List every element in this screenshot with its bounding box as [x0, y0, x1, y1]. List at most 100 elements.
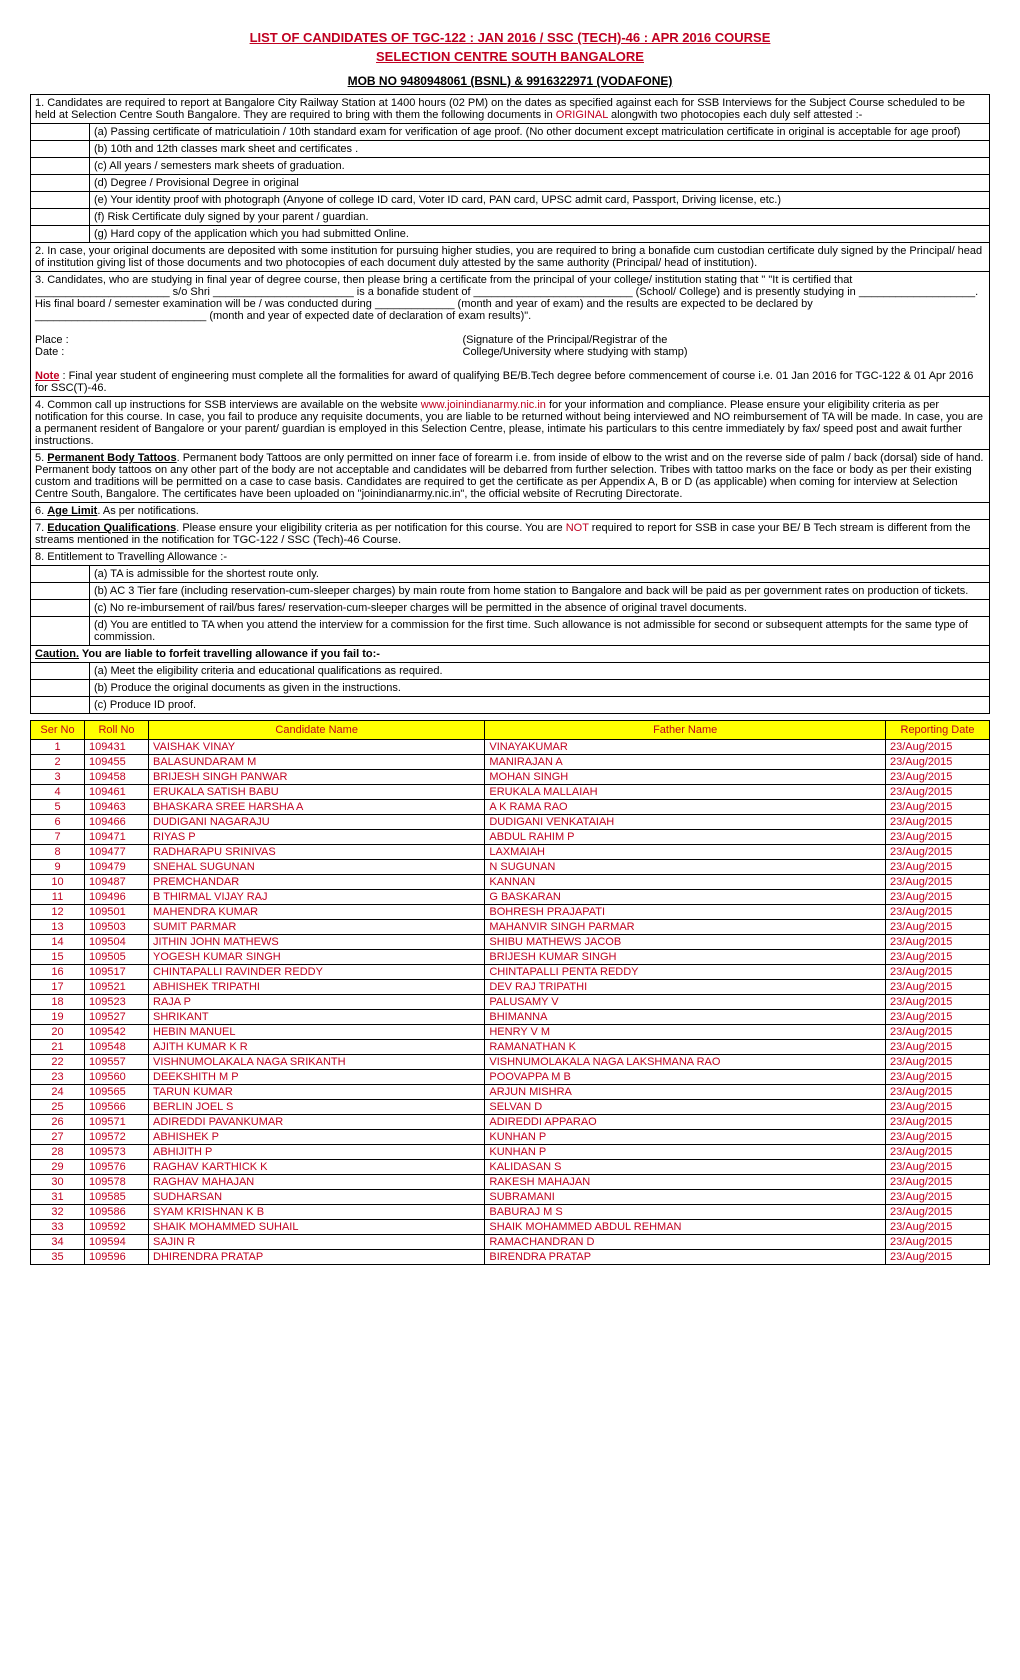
- caution-txt: You are liable to forfeit travelling all…: [79, 648, 380, 660]
- cell-father: SUBRAMANI: [485, 1190, 886, 1205]
- cell-father: BRIJESH KUMAR SINGH: [485, 950, 886, 965]
- cell-roll: 109496: [85, 890, 149, 905]
- cell-roll: 109463: [85, 800, 149, 815]
- table-row: 18109523RAJA PPALUSAMY V23/Aug/2015: [31, 995, 990, 1010]
- cell-cand: CHINTAPALLI RAVINDER REDDY: [149, 965, 485, 980]
- table-row: 5109463BHASKARA SREE HARSHA AA K RAMA RA…: [31, 800, 990, 815]
- instr-7-pre: 7.: [35, 522, 47, 534]
- cell-roll: 109471: [85, 830, 149, 845]
- doc-subtitle: SELECTION CENTRE SOUTH BANGALORE: [30, 49, 990, 64]
- cell-cand: RAJA P: [149, 995, 485, 1010]
- cell-date: 23/Aug/2015: [886, 1220, 990, 1235]
- cell-father: RAKESH MAHAJAN: [485, 1175, 886, 1190]
- note-text: : Final year student of engineering must…: [35, 370, 973, 394]
- instr-6-pre: 6.: [35, 505, 47, 517]
- cell-ser: 32: [31, 1205, 85, 1220]
- cau-a: (a) Meet the eligibility criteria and ed…: [90, 663, 990, 680]
- cell-date: 23/Aug/2015: [886, 1100, 990, 1115]
- cell-father: G BASKARAN: [485, 890, 886, 905]
- table-row: 23109560DEEKSHITH M PPOOVAPPA M B23/Aug/…: [31, 1070, 990, 1085]
- cell-date: 23/Aug/2015: [886, 845, 990, 860]
- table-row: 30109578RAGHAV MAHAJANRAKESH MAHAJAN23/A…: [31, 1175, 990, 1190]
- cell-ser: 34: [31, 1235, 85, 1250]
- sig-line-2: College/University where studying with s…: [463, 346, 986, 358]
- cell-ser: 8: [31, 845, 85, 860]
- cell-date: 23/Aug/2015: [886, 785, 990, 800]
- cell-cand: ABHISHEK P: [149, 1130, 485, 1145]
- cell-date: 23/Aug/2015: [886, 1160, 990, 1175]
- cell-father: ARJUN MISHRA: [485, 1085, 886, 1100]
- cell-roll: 109585: [85, 1190, 149, 1205]
- instr-5: 5. Permanent Body Tattoos. Permanent bod…: [31, 450, 990, 503]
- instr-6-head: Age Limit: [47, 505, 97, 517]
- cell-date: 23/Aug/2015: [886, 830, 990, 845]
- table-row: 19109527SHRIKANTBHIMANNA23/Aug/2015: [31, 1010, 990, 1025]
- cell-father: MAHANVIR SINGH PARMAR: [485, 920, 886, 935]
- cell-ser: 25: [31, 1100, 85, 1115]
- table-row: 10109487PREMCHANDARKANNAN23/Aug/2015: [31, 875, 990, 890]
- cell-roll: 109503: [85, 920, 149, 935]
- table-row: 3109458BRIJESH SINGH PANWARMOHAN SINGH23…: [31, 770, 990, 785]
- cell-father: KUNHAN P: [485, 1145, 886, 1160]
- doc-g: (g) Hard copy of the application which y…: [90, 226, 990, 243]
- table-row: 6109466DUDIGANI NAGARAJUDUDIGANI VENKATA…: [31, 815, 990, 830]
- note-line: Note : Final year student of engineering…: [35, 370, 985, 394]
- cell-ser: 22: [31, 1055, 85, 1070]
- doc-d: (d) Degree / Provisional Degree in origi…: [90, 175, 990, 192]
- table-row: 16109517CHINTAPALLI RAVINDER REDDYCHINTA…: [31, 965, 990, 980]
- cell-cand: RADHARAPU SRINIVAS: [149, 845, 485, 860]
- hdr-roll: Roll No: [85, 721, 149, 740]
- cell-ser: 31: [31, 1190, 85, 1205]
- cell-roll: 109542: [85, 1025, 149, 1040]
- cell-ser: 1: [31, 740, 85, 755]
- cell-date: 23/Aug/2015: [886, 920, 990, 935]
- cell-date: 23/Aug/2015: [886, 1115, 990, 1130]
- table-row: 1109431VAISHAK VINAYVINAYAKUMAR23/Aug/20…: [31, 740, 990, 755]
- cell-date: 23/Aug/2015: [886, 1130, 990, 1145]
- cell-date: 23/Aug/2015: [886, 995, 990, 1010]
- cell-date: 23/Aug/2015: [886, 890, 990, 905]
- cell-ser: 29: [31, 1160, 85, 1175]
- cell-ser: 20: [31, 1025, 85, 1040]
- instr-2: 2. In case, your original documents are …: [31, 243, 990, 272]
- cell-roll: 109431: [85, 740, 149, 755]
- cell-cand: DHIRENDRA PRATAP: [149, 1250, 485, 1265]
- hdr-father: Father Name: [485, 721, 886, 740]
- cell-date: 23/Aug/2015: [886, 1250, 990, 1265]
- cell-cand: BALASUNDARAM M: [149, 755, 485, 770]
- cell-date: 23/Aug/2015: [886, 1010, 990, 1025]
- table-row: 34109594SAJIN RRAMACHANDRAN D23/Aug/2015: [31, 1235, 990, 1250]
- cell-cand: SHRIKANT: [149, 1010, 485, 1025]
- cell-roll: 109523: [85, 995, 149, 1010]
- cell-date: 23/Aug/2015: [886, 1025, 990, 1040]
- instr-6-txt: . As per notifications.: [97, 505, 199, 517]
- table-row: 28109573ABHIJITH PKUNHAN P23/Aug/2015: [31, 1145, 990, 1160]
- cell-ser: 6: [31, 815, 85, 830]
- mob-line: MOB NO 9480948061 (BSNL) & 9916322971 (V…: [30, 74, 990, 88]
- cell-roll: 109557: [85, 1055, 149, 1070]
- cell-father: A K RAMA RAO: [485, 800, 886, 815]
- caution-line: Caution. You are liable to forfeit trave…: [31, 646, 990, 663]
- table-row: 25109566BERLIN JOEL SSELVAN D23/Aug/2015: [31, 1100, 990, 1115]
- cell-roll: 109565: [85, 1085, 149, 1100]
- cell-father: HENRY V M: [485, 1025, 886, 1040]
- instr-5-head: Permanent Body Tattoos: [47, 452, 176, 464]
- instr-8: 8. Entitlement to Travelling Allowance :…: [31, 549, 990, 566]
- cell-date: 23/Aug/2015: [886, 800, 990, 815]
- table-row: 13109503SUMIT PARMARMAHANVIR SINGH PARMA…: [31, 920, 990, 935]
- instr-3-block: 3. Candidates, who are studying in final…: [31, 272, 990, 397]
- place-label: Place :: [35, 334, 463, 346]
- cell-father: MOHAN SINGH: [485, 770, 886, 785]
- table-row: 14109504JITHIN JOHN MATHEWSSHIBU MATHEWS…: [31, 935, 990, 950]
- cell-cand: ADIREDDI PAVANKUMAR: [149, 1115, 485, 1130]
- cell-ser: 18: [31, 995, 85, 1010]
- cell-cand: SNEHAL SUGUNAN: [149, 860, 485, 875]
- cell-father: ADIREDDI APPARAO: [485, 1115, 886, 1130]
- hdr-date: Reporting Date: [886, 721, 990, 740]
- doc-a: (a) Passing certificate of matriculatioi…: [90, 124, 990, 141]
- instr-6: 6. Age Limit. As per notifications.: [31, 503, 990, 520]
- cell-ser: 7: [31, 830, 85, 845]
- cell-cand: JITHIN JOHN MATHEWS: [149, 935, 485, 950]
- cell-cand: BHASKARA SREE HARSHA A: [149, 800, 485, 815]
- table-row: 26109571ADIREDDI PAVANKUMARADIREDDI APPA…: [31, 1115, 990, 1130]
